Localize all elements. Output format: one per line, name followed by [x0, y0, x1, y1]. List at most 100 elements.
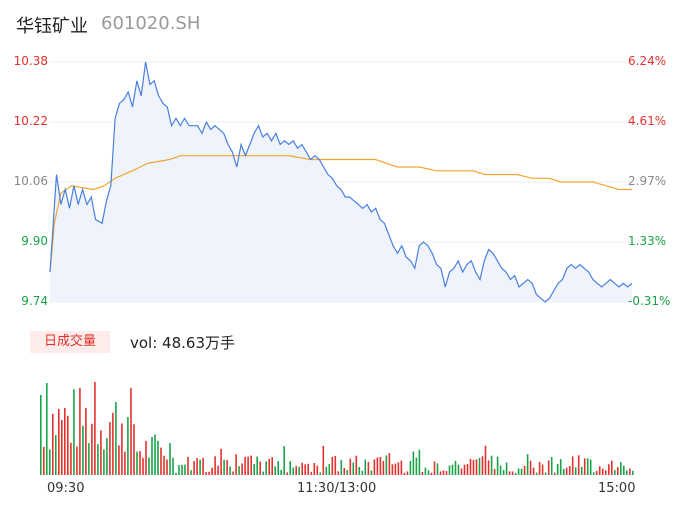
volume-bar: [46, 383, 48, 475]
y-left-tick-4: 9.74: [21, 294, 48, 308]
average-price-line: [49, 155, 632, 273]
volume-bar: [517, 468, 520, 475]
volume-bar: [262, 471, 264, 475]
volume-bar: [73, 389, 75, 475]
volume-readout: vol: 48.63万手: [130, 334, 235, 352]
volume-bar: [163, 455, 165, 475]
volume-bar: [82, 425, 84, 475]
volume-bar: [361, 470, 364, 475]
volume-bar: [397, 462, 400, 475]
volume-bar: [439, 471, 442, 475]
volume-bar: [629, 468, 631, 475]
volume-bar: [223, 459, 225, 475]
price-line: [49, 61, 633, 303]
volume-bar: [349, 458, 352, 475]
volume-bar: [91, 423, 93, 475]
volume-bar: [103, 449, 105, 475]
y-right-tick-4: -0.31%: [628, 294, 671, 308]
volume-bar: [196, 458, 198, 475]
volume-bar: [589, 459, 592, 475]
volume-bar: [313, 463, 316, 475]
volume-bar: [343, 468, 346, 475]
volume-bar: [292, 467, 294, 475]
volume-bar: [626, 470, 628, 475]
volume-bar: [253, 464, 255, 475]
volume-bar: [256, 456, 258, 475]
y-right-tick-2: 2.97%: [628, 174, 667, 188]
volume-bar: [379, 457, 382, 475]
volume-bar: [598, 466, 601, 475]
volume-bar: [496, 456, 499, 475]
y-right-tick-1: 4.61%: [628, 114, 667, 128]
volume-bar: [322, 445, 325, 475]
volume-bar: [556, 463, 559, 475]
volume-bar: [160, 447, 162, 475]
volume-bar: [301, 462, 303, 475]
volume-bar: [611, 460, 613, 475]
stock-code: 601020.SH: [101, 13, 201, 34]
volume-bar: [523, 465, 526, 475]
volume-bar: [226, 460, 228, 475]
volume-bar: [298, 466, 300, 475]
volume-bar: [529, 460, 532, 475]
volume-bar: [202, 457, 204, 475]
volume-bar: [172, 457, 174, 475]
volume-bar: [592, 472, 595, 475]
x-tick-close: 15:00: [598, 481, 636, 496]
volume-bar: [97, 444, 99, 475]
volume-bar: [280, 470, 282, 475]
volume-bar: [148, 457, 150, 475]
volume-bar: [64, 408, 66, 475]
x-tick-midday: 11:30/13:00: [297, 481, 377, 496]
volume-bar: [331, 457, 334, 475]
volume-bar: [568, 466, 571, 475]
volume-bar: [620, 462, 622, 475]
volume-bar: [577, 455, 580, 475]
volume-badge[interactable]: 日成交量: [30, 331, 110, 353]
volume-bar: [58, 409, 60, 475]
volume-bar: [499, 465, 502, 475]
volume-bar: [277, 461, 279, 475]
volume-bar: [400, 460, 403, 475]
volume-bar: [463, 464, 466, 475]
volume-bar: [469, 459, 472, 475]
volume-bar: [454, 460, 457, 475]
volume-bar: [157, 440, 159, 475]
volume-bar: [271, 457, 273, 475]
volume-bar: [520, 468, 523, 475]
volume-bar: [601, 468, 604, 475]
volume-bar: [181, 464, 183, 475]
volume-bar: [283, 446, 285, 475]
volume-bar: [115, 401, 117, 475]
volume-bar: [85, 408, 87, 475]
volume-bar: [617, 467, 619, 475]
volume-bar: [472, 459, 475, 475]
y-right-tick-3: 1.33%: [628, 234, 667, 248]
volume-bar: [166, 459, 168, 475]
volume-bar: [325, 466, 328, 475]
volume-bar: [199, 459, 201, 475]
x-tick-open: 09:30: [47, 481, 85, 496]
volume-bar: [346, 470, 349, 475]
volume-bar: [421, 471, 424, 475]
volume-bar: [124, 451, 126, 475]
volume-bar: [136, 451, 138, 475]
volume-bar: [229, 466, 231, 475]
volume-bar: [508, 471, 511, 475]
volume-bar: [238, 466, 240, 475]
volume-bar: [55, 435, 57, 475]
volume-bar: [559, 459, 562, 475]
volume-bar: [538, 462, 541, 475]
volume-bar: [328, 464, 331, 475]
volume-bar: [604, 470, 607, 475]
volume-bar: [481, 456, 484, 475]
volume-bar: [265, 461, 267, 475]
volume-bar: [608, 464, 610, 475]
volume-bar: [139, 451, 141, 475]
volume-bar: [259, 461, 261, 475]
volume-bar: [274, 466, 276, 475]
volume-bar: [457, 464, 460, 475]
volume-bar: [370, 470, 373, 475]
volume-bar: [211, 467, 213, 475]
volume-bar: [241, 463, 243, 475]
